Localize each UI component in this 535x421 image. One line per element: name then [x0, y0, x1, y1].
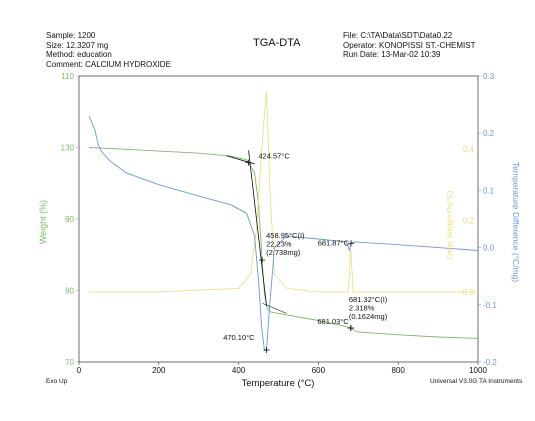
software-note: Universal V3.0G TA Instruments: [430, 378, 523, 385]
tick-labels: 0 200 400 600 800 1000 110 130 90 80 70 0.3 0.2 0.1 0.…: [61, 72, 498, 375]
series-layer: [88, 91, 479, 352]
plot-frame: [76, 75, 481, 365]
y-axis-label-right: Temperature Difference (°C/mg): [511, 162, 521, 283]
annotation-label: 424.57°C: [258, 152, 290, 161]
annotation-label: (0.1624mg): [349, 312, 388, 321]
y-right-tick-label: 0.2: [483, 129, 495, 138]
x-tick-label: 800: [392, 366, 406, 375]
comment-line: Comment: CALCIUM HYDROXIDE: [46, 59, 171, 69]
sample-line: Sample: 1200: [46, 31, 96, 40]
annotation-label: 2.318%: [349, 304, 375, 313]
sample-info: Sample: 1200 Size: 12.3207 mg Method: ed…: [46, 31, 171, 69]
y-right-tick-label: 0.3: [483, 72, 495, 81]
y-right-tick-label: 0.1: [483, 186, 495, 195]
run-date-line: Run Date: 13-Mar-02 10:39: [343, 50, 441, 59]
tangent-line: [248, 150, 267, 307]
annotations: 424.57°C 458.95°C(I)22.23%(2.738mg) 470.10…: [223, 150, 388, 353]
y-left-tick-label: 80: [65, 287, 74, 296]
x-tick-label: 1000: [469, 366, 487, 375]
run-info: File: C:\TA\Data\SDT\Data0.22 Operator: …: [343, 31, 475, 60]
y-right-tick-label: -0.2: [483, 358, 497, 367]
file-line: File: C:\TA\Data\SDT\Data0.22: [343, 31, 453, 40]
size-line: Size: 12.3207 mg: [46, 40, 109, 50]
operator-line: Operator: KONOPISSI ST.-CHEMIST: [343, 40, 476, 50]
annotation-label: (2.738mg): [266, 248, 301, 257]
tangent-line: [262, 303, 287, 314]
annotation-label: 681.03°C: [317, 317, 349, 326]
annotation-label: 470.10°C: [223, 333, 255, 342]
y-inner-tick-label: 0.2: [463, 216, 475, 225]
plot-border: [78, 75, 479, 363]
method-line: Method: education: [46, 50, 112, 59]
annotation-label: 681.87°C: [318, 238, 350, 247]
temperature-difference-curve: [88, 115, 479, 352]
annotation-label: 458.95°C(I): [266, 231, 305, 240]
y-right-tick-label: -0.1: [483, 301, 497, 310]
y-axis-label-right-inner: Deriv. Weight (%/°C): [445, 190, 454, 259]
x-tick-label: 200: [152, 366, 166, 375]
y-left-tick-label: 90: [65, 215, 74, 224]
y-inner-tick-label: 0.4: [463, 145, 475, 154]
y-left-tick-label: 70: [65, 358, 74, 367]
deriv-weight-curve: [89, 91, 478, 293]
chart-title: TGA-DTA: [253, 37, 301, 49]
x-tick-label: 400: [232, 366, 246, 375]
y-axis-label-left: Weight (%): [38, 200, 48, 244]
exo-up-note: Exo Up: [46, 378, 68, 385]
y-left-tick-label: 110: [61, 72, 74, 81]
annotation-label: 681.32°C(I): [349, 295, 388, 304]
x-axis-label: Temperature (°C): [242, 378, 315, 389]
y-inner-tick-label: 0.0: [463, 288, 475, 297]
y-right-tick-label: 0.0: [483, 244, 495, 253]
y-left-tick-label: 130: [61, 144, 75, 153]
x-tick-label: 0: [77, 366, 82, 375]
annotation-label: 22.23%: [266, 240, 292, 249]
x-tick-label: 600: [312, 366, 326, 375]
